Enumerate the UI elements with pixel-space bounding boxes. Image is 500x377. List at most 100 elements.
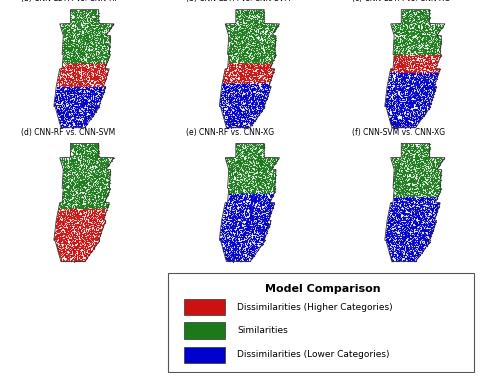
Point xyxy=(420,103,428,109)
Point xyxy=(391,57,399,63)
Point xyxy=(392,233,400,239)
Point xyxy=(250,246,258,252)
Point xyxy=(404,101,411,107)
Point xyxy=(96,98,104,104)
Point xyxy=(234,105,242,111)
Point xyxy=(67,57,75,63)
Point xyxy=(417,173,425,179)
Point xyxy=(260,97,268,103)
Point xyxy=(248,28,256,34)
Point xyxy=(405,178,413,184)
Point xyxy=(398,187,406,193)
Point xyxy=(410,15,418,21)
Point xyxy=(423,209,431,215)
Point xyxy=(266,167,274,173)
Point xyxy=(252,78,260,84)
Point xyxy=(391,227,399,233)
Point xyxy=(218,219,226,225)
Point xyxy=(80,228,88,234)
Point xyxy=(264,35,272,41)
Point xyxy=(83,53,91,59)
Point xyxy=(224,248,232,254)
Point xyxy=(255,185,263,191)
Point xyxy=(431,177,439,183)
Point xyxy=(431,81,439,87)
Point xyxy=(406,116,414,122)
Point xyxy=(435,176,443,182)
Point xyxy=(91,218,99,224)
Point xyxy=(396,28,404,34)
Point xyxy=(56,240,64,246)
Point xyxy=(432,33,440,39)
Point xyxy=(422,208,430,214)
Point xyxy=(59,221,67,227)
Point xyxy=(244,123,252,129)
Point xyxy=(242,70,250,76)
Point xyxy=(248,32,256,38)
Point xyxy=(80,232,88,238)
Point xyxy=(74,50,82,56)
Point xyxy=(393,196,401,202)
Point xyxy=(414,235,422,241)
Point xyxy=(251,181,259,187)
Point xyxy=(78,121,86,127)
Point xyxy=(408,60,416,66)
Point xyxy=(251,66,259,72)
Point xyxy=(246,10,254,16)
Point xyxy=(102,185,110,191)
Point xyxy=(245,58,253,64)
Point xyxy=(258,201,266,207)
Point xyxy=(232,214,239,220)
Point xyxy=(100,206,108,212)
Point xyxy=(396,180,404,186)
Point xyxy=(424,181,432,187)
Point xyxy=(256,69,264,75)
Point xyxy=(422,159,430,166)
Point xyxy=(253,20,261,26)
Point xyxy=(390,95,398,101)
Point xyxy=(256,84,264,90)
Point xyxy=(404,151,411,157)
Point xyxy=(263,176,271,182)
Point xyxy=(106,37,114,43)
Point xyxy=(400,177,407,183)
Point xyxy=(412,54,420,60)
Point xyxy=(77,16,85,22)
Point xyxy=(242,36,250,42)
Point xyxy=(77,198,85,204)
Point xyxy=(92,198,100,204)
Point xyxy=(89,190,97,196)
Point xyxy=(418,22,426,28)
Point xyxy=(74,123,82,129)
Point xyxy=(242,54,250,60)
Point xyxy=(399,15,407,21)
Point xyxy=(404,197,411,203)
Point xyxy=(108,156,116,162)
Point xyxy=(256,154,264,160)
Point xyxy=(74,159,82,166)
Point xyxy=(94,208,102,215)
Point xyxy=(400,160,408,166)
Point xyxy=(398,215,406,221)
Point xyxy=(92,158,100,164)
Point xyxy=(227,207,235,213)
Point xyxy=(418,243,426,249)
Point xyxy=(405,50,413,56)
Point xyxy=(246,31,254,37)
Point xyxy=(262,37,270,43)
Point xyxy=(228,120,236,126)
Point xyxy=(256,146,264,152)
Point xyxy=(96,56,104,62)
Point xyxy=(54,219,62,225)
Point xyxy=(410,98,418,104)
Point xyxy=(409,79,417,85)
Point xyxy=(84,117,92,123)
Point xyxy=(241,76,249,82)
Point xyxy=(87,241,95,247)
Point xyxy=(240,60,248,66)
Point xyxy=(262,65,270,71)
Point xyxy=(402,58,410,64)
Point xyxy=(239,207,247,213)
Point xyxy=(84,21,92,27)
Point xyxy=(92,108,100,114)
